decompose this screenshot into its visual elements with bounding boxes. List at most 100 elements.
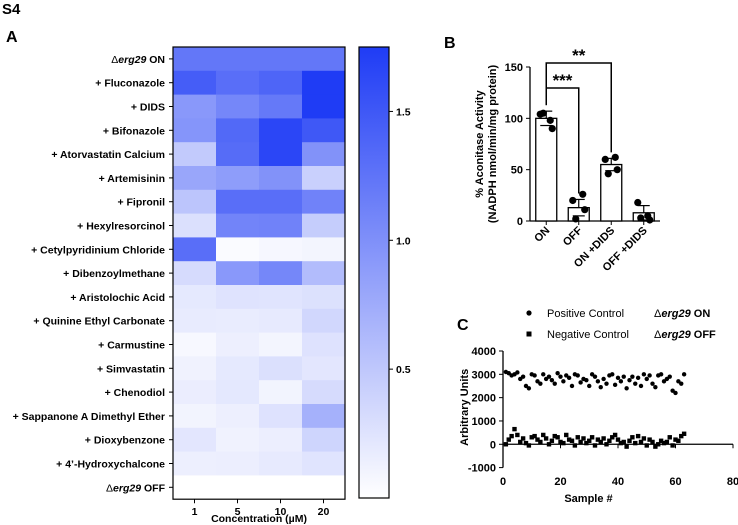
heatmap-cell xyxy=(173,404,217,429)
scatter-point-positive xyxy=(587,383,592,389)
heatmap-cell xyxy=(302,404,346,429)
aconitase-bar-chart: 0 50 100 150 % Aconitase Activity(NADPH nmol… xyxy=(474,46,660,274)
legend-strain-label: Δerg29 OFF xyxy=(654,329,716,341)
bar xyxy=(535,117,558,222)
scatter-point-negative xyxy=(641,436,647,441)
heatmap-cell xyxy=(216,94,260,119)
scatter-point-positive xyxy=(641,372,647,377)
scatter-y-tick-label: 3000 xyxy=(472,369,496,381)
heatmap-cell xyxy=(173,94,217,119)
heatmap-cell xyxy=(302,70,346,96)
heatmap-cell xyxy=(173,237,217,262)
heatmap-cell xyxy=(302,118,346,143)
colorbar-tick-label: 1.0 xyxy=(396,235,411,247)
heatmap-row-label: + Hexylresorcinol xyxy=(77,221,165,233)
heatmap-cell xyxy=(216,213,260,238)
heatmap-cell xyxy=(216,380,260,405)
heatmap-cell xyxy=(302,189,346,215)
heatmap-cell xyxy=(216,308,260,334)
scatter-point-negative xyxy=(667,435,672,440)
scatter-point-negative xyxy=(630,435,635,440)
heatmap-cell xyxy=(259,261,303,286)
heatmap-row-label: + Fipronil xyxy=(117,197,165,209)
scatter-point-positive xyxy=(598,384,603,390)
scatter-point-negative xyxy=(604,442,609,447)
scatter-point-negative xyxy=(564,432,569,438)
legend-series-name: Positive Control xyxy=(547,308,624,320)
heatmap-cell xyxy=(302,332,346,357)
heatmap-cell xyxy=(259,380,303,405)
scatter-point-positive xyxy=(638,383,644,389)
heatmap-panel: Δerg29 ON + Fluconazole + DIDS + Bifonazole… xyxy=(13,46,346,525)
bar-y-tick-label: 0 xyxy=(517,216,523,228)
heatmap-cell xyxy=(302,285,346,310)
heatmap-row-label: + Atorvastatin Calcium xyxy=(51,149,165,161)
heatmap-cell xyxy=(216,70,260,96)
scatter-point-negative xyxy=(592,443,598,448)
scatter-point-positive xyxy=(575,373,580,378)
scatter-point-negative xyxy=(515,432,520,438)
heatmap-cell xyxy=(216,166,260,191)
heatmap-row-label: + Quinine Ethyl Carbonate xyxy=(33,316,165,328)
scatter-point-positive xyxy=(653,384,658,390)
heatmap-cell xyxy=(216,356,260,381)
heatmap-cell xyxy=(173,47,217,72)
scatter-x-tick-label: 80 xyxy=(727,476,738,488)
scatter-point-negative xyxy=(612,432,618,438)
heatmap-cell xyxy=(173,166,217,191)
heatmap-row-label: + Dioxybenzone xyxy=(85,435,165,447)
colorbar-tick-label: 1.5 xyxy=(396,106,411,118)
scatter-point-negative xyxy=(650,439,655,445)
bar-category-label: ON xyxy=(532,225,552,245)
heatmap-cell xyxy=(302,47,346,72)
heatmap-row-label: + Artemisinin xyxy=(99,173,165,185)
scatter-point-positive xyxy=(679,381,684,386)
scatter-point-negative xyxy=(575,435,580,440)
bar-data-point xyxy=(601,155,609,163)
heatmap-cell xyxy=(302,380,346,405)
scatter-point-negative xyxy=(578,439,583,445)
bar-data-point xyxy=(546,116,554,124)
heatmap-cell xyxy=(216,285,260,310)
scatter-point-negative xyxy=(558,439,563,445)
scatter-point-positive xyxy=(541,372,546,377)
significance-label: *** xyxy=(553,71,573,90)
colorbar-tick-label: 0.5 xyxy=(396,364,411,376)
heatmap-cell xyxy=(302,166,346,191)
bar-data-point xyxy=(579,190,587,198)
scatter-point-positive xyxy=(558,374,563,379)
scatter-point-positive xyxy=(618,379,624,384)
heatmap-row-label: + Chenodiol xyxy=(105,387,165,399)
scatter-point-positive xyxy=(633,381,638,386)
heatmap-cell xyxy=(173,189,217,215)
heatmap-cell xyxy=(216,261,260,286)
scatter-point-positive xyxy=(584,377,589,383)
scatter-point-positive xyxy=(520,374,526,379)
scatter-y-tick-label: 2000 xyxy=(472,393,496,405)
heatmap-cell xyxy=(259,285,303,310)
scatter-point-positive xyxy=(555,370,560,376)
heatmap-cell xyxy=(173,285,217,310)
scatter-point-negative xyxy=(555,435,560,440)
heatmap-cell xyxy=(302,451,346,476)
scatter-point-positive xyxy=(592,374,598,379)
panel-a-letter: A xyxy=(6,29,18,46)
scatter-point-positive xyxy=(578,380,583,385)
heatmap-cell xyxy=(259,94,303,119)
heatmap-cell xyxy=(173,451,217,476)
heatmap-cell xyxy=(259,427,303,453)
heatmap-cell xyxy=(302,356,346,381)
panel-c-letter: C xyxy=(457,317,469,334)
scatter-point-negative xyxy=(673,437,678,442)
bar-data-point xyxy=(548,125,556,133)
scatter-point-negative xyxy=(615,437,621,442)
heatmap-cell xyxy=(216,189,260,215)
bar-data-point xyxy=(539,109,547,117)
scatter-point-negative xyxy=(627,438,632,443)
scatter-point-negative xyxy=(664,439,670,445)
scatter-point-positive xyxy=(601,376,606,382)
heatmap-cell xyxy=(302,427,346,453)
scatter-point-positive xyxy=(566,375,572,381)
scatter-point-positive xyxy=(673,390,678,396)
scatter-point-positive xyxy=(546,374,552,379)
